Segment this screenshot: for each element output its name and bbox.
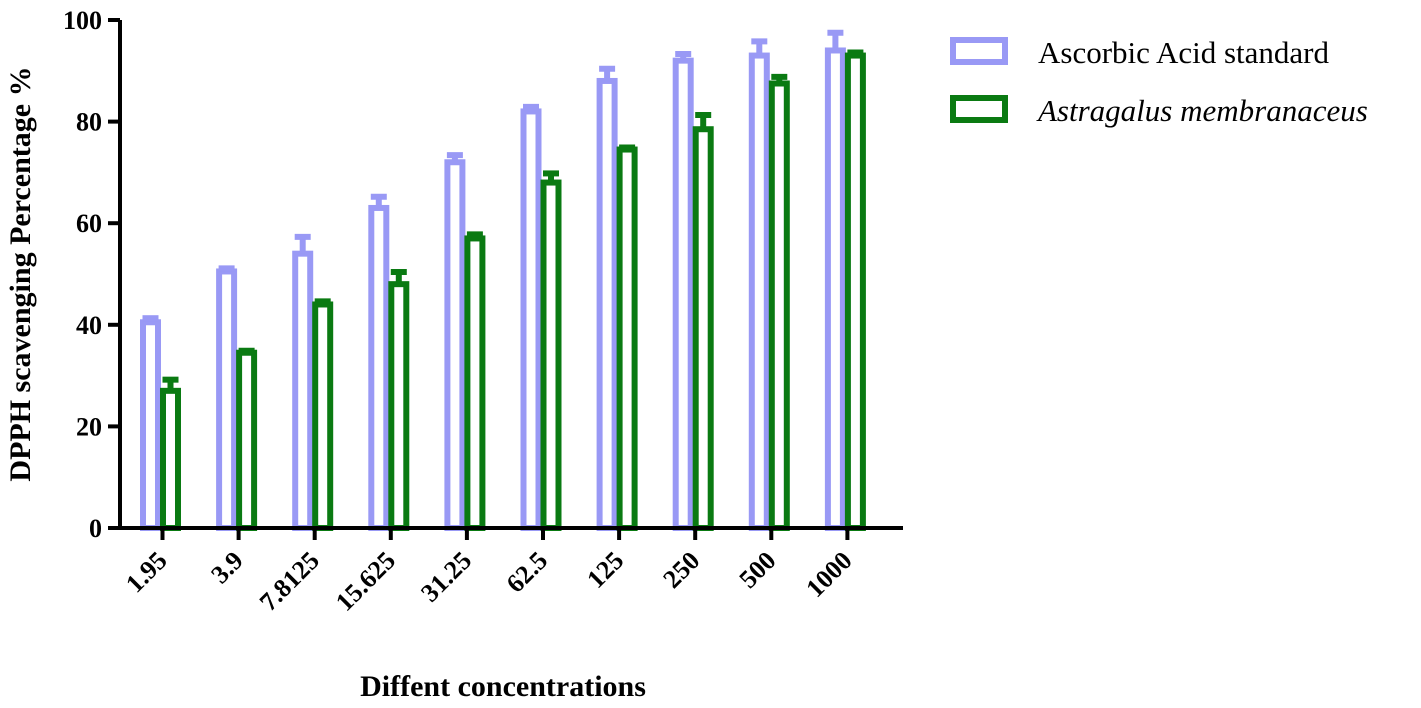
bar-ascorbic	[292, 250, 314, 531]
bar-ascorbic	[520, 108, 542, 531]
y-axis-title: DPPH scavenging Percentage %	[4, 66, 37, 481]
bar-astragalus	[160, 387, 181, 531]
y-tick-label: 100	[63, 6, 102, 35]
y-tick-label: 0	[89, 514, 102, 543]
y-tick-label: 60	[76, 209, 102, 238]
bar-astragalus	[692, 126, 714, 531]
x-tick-label: 15.625	[330, 546, 401, 617]
bar-ascorbic	[368, 204, 390, 532]
x-ticks: 1.95 3.9 7.8125 15.625 31.25 62.5 125 250 500 100…	[120, 528, 858, 617]
legend: Ascorbic Acid standard Astragalus membran…	[950, 35, 1368, 128]
bar-ascorbic	[596, 77, 618, 532]
x-tick-label: 1000	[800, 546, 857, 603]
legend-swatch	[950, 37, 1008, 65]
x-axis-title: Diffent concentrations	[360, 670, 646, 703]
x-tick-label: 3.9	[205, 546, 248, 589]
bar-astragalus	[312, 301, 334, 532]
bar-ascorbic	[748, 52, 770, 532]
x-tick-label: 125	[581, 546, 629, 594]
bar-astragalus	[768, 80, 790, 531]
x-tick-label: 62.5	[501, 546, 554, 599]
bars-layer	[140, 29, 866, 532]
bar-ascorbic	[216, 268, 238, 531]
y-tick-label: 40	[76, 311, 102, 340]
bar-ascorbic	[672, 57, 694, 531]
x-tick-label: 1.95	[120, 546, 173, 599]
x-tick-label: 31.25	[415, 546, 477, 608]
y-tick-label: 80	[76, 108, 102, 137]
bar-ascorbic	[140, 319, 161, 532]
x-tick-label: 250	[657, 546, 705, 594]
bar-astragalus	[236, 349, 258, 531]
bar-astragalus	[464, 235, 486, 531]
legend-label: Ascorbic Acid standard	[1038, 35, 1329, 70]
bar-astragalus	[616, 146, 638, 531]
bar-astragalus	[540, 179, 562, 531]
bar-ascorbic	[824, 47, 846, 531]
x-tick-label: 500	[733, 546, 781, 594]
y-tick-label: 20	[76, 412, 102, 441]
legend-swatch	[950, 95, 1008, 123]
bar-ascorbic	[444, 159, 466, 532]
x-tick-label: 7.8125	[254, 546, 325, 617]
bar-astragalus	[388, 281, 410, 531]
bar-astragalus	[844, 52, 866, 532]
y-ticks: 0 20 40 60 80 100	[63, 6, 120, 543]
legend-label: Astragalus membranaceus	[1036, 93, 1368, 128]
